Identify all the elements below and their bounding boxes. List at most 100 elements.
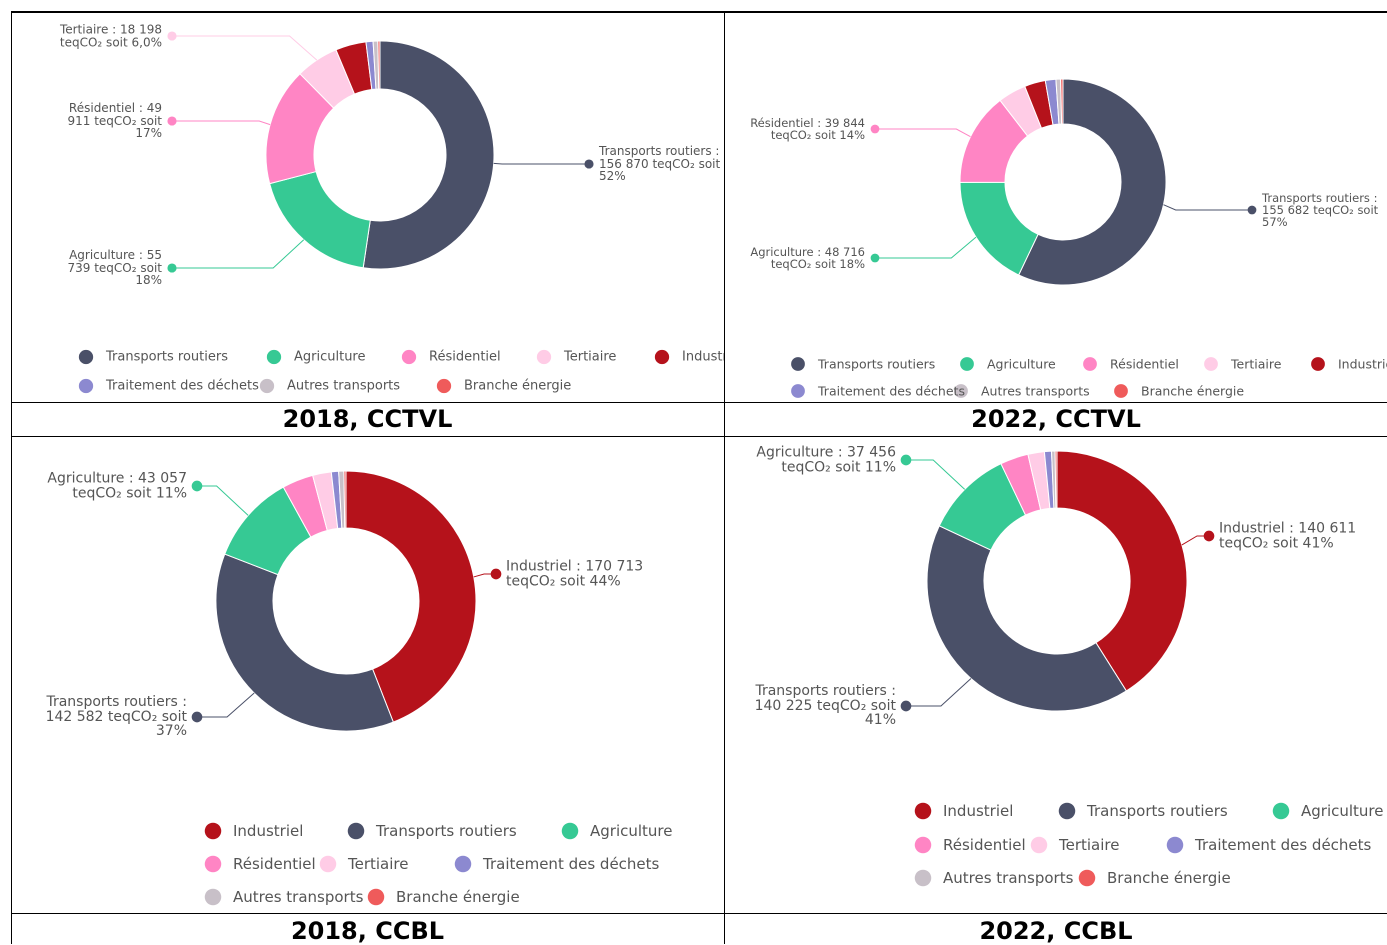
legend-label: Transports routiers <box>376 822 517 840</box>
legend-marker <box>1083 357 1097 371</box>
donut-chart <box>791 78 1325 398</box>
legend-label: Autres transports <box>981 383 1090 399</box>
label-dot <box>870 253 880 263</box>
data-label: Résidentiel : 49 911 teqCO₂ soit 17% <box>67 101 162 141</box>
chart-caption: 2018, CCBL <box>290 917 445 945</box>
donut-slice <box>1054 450 1058 509</box>
leader-line <box>906 678 972 707</box>
donut-slice <box>1060 78 1064 125</box>
legend-marker <box>536 349 552 365</box>
legend-marker <box>1058 802 1076 820</box>
border <box>11 11 12 944</box>
donut-slice <box>1056 450 1188 692</box>
label-dot <box>191 711 203 723</box>
legend-marker <box>204 888 222 906</box>
legend-label: Traitement des déchets <box>483 855 660 873</box>
donut-chart <box>78 31 670 394</box>
data-label: Résidentiel : 39 844 teqCO₂ soit 14% <box>750 115 865 142</box>
border <box>724 11 725 944</box>
donut-slice <box>926 525 1128 712</box>
leader-line <box>906 459 966 490</box>
leader-line <box>493 162 589 165</box>
legend-label: Résidentiel <box>943 836 1026 854</box>
legend-label: Transports routiers <box>818 356 936 372</box>
legend-label: Autres transports <box>287 378 401 394</box>
legend-label: Tertiaire <box>1059 836 1120 854</box>
chart-cell: Transports routiers : 155 682 teqCO₂ soi… <box>725 13 1387 402</box>
donut-slice <box>215 553 394 732</box>
legend-label: Traitement des déchets <box>106 378 259 394</box>
legend-marker <box>259 378 275 394</box>
legend-marker <box>319 855 337 873</box>
leader-line <box>172 120 271 126</box>
leader-line <box>1163 204 1252 211</box>
donut-slice <box>345 470 477 723</box>
donut-slice <box>343 470 347 529</box>
legend-marker <box>791 357 805 371</box>
donut-slice <box>269 170 371 269</box>
leader-line <box>197 692 255 718</box>
donut-slice <box>377 40 381 90</box>
leader-line <box>197 485 249 516</box>
chart-cell: Industriel : 140 611 teqCO₂ soit 41% Tran… <box>725 437 1387 913</box>
legend-marker <box>914 836 932 854</box>
legend-label: Industriel <box>943 802 1014 820</box>
legend-label: Autres transports <box>233 888 364 906</box>
legend-marker <box>1204 357 1218 371</box>
label-dot <box>584 159 594 169</box>
legend-marker <box>561 822 579 840</box>
legend-label: Industriel <box>682 349 724 365</box>
legend-label: Résidentiel <box>233 855 316 873</box>
legend-marker <box>1166 836 1184 854</box>
legend-label: Industrie <box>1338 356 1387 372</box>
legend-marker <box>78 378 94 394</box>
data-label: Transports routiers : 142 582 teqCO₂ soi… <box>45 693 187 740</box>
legend-label: Traitement des déchets <box>1195 836 1372 854</box>
legend-marker <box>367 888 385 906</box>
label-dot <box>167 31 177 41</box>
data-label: Transports routiers : 156 870 teqCO₂ soi… <box>599 144 721 184</box>
chart-caption: 2022, CCBL <box>979 917 1133 945</box>
border <box>11 402 1387 403</box>
data-label: Tertiaire : 18 198 teqCO₂ soit 6,0% <box>59 22 162 49</box>
label-dot <box>490 568 502 580</box>
legend-marker <box>401 349 417 365</box>
label-dot <box>1203 530 1215 542</box>
data-label: Industriel : 140 611 teqCO₂ soit 41% <box>1219 520 1357 551</box>
legend-label: Industriel <box>233 822 304 840</box>
legend-marker <box>954 384 968 398</box>
legend-marker <box>78 349 94 365</box>
legend-marker <box>654 349 670 365</box>
legend-marker <box>204 822 222 840</box>
label-dot <box>870 124 880 134</box>
legend-marker <box>204 855 222 873</box>
donut-chart <box>191 470 579 906</box>
data-label: Agriculture : 37 456 teqCO₂ soit 11% <box>756 444 896 475</box>
legend-marker <box>1078 869 1096 887</box>
legend-label: Transports routiers <box>106 349 228 365</box>
legend-label: Agriculture <box>1301 802 1384 820</box>
label-dot <box>900 454 912 466</box>
legend-marker <box>1114 384 1128 398</box>
donut-slice <box>1018 78 1167 286</box>
data-label: Industriel : 170 713 teqCO₂ soit 44% <box>506 558 644 589</box>
legend-label: Branche énergie <box>1107 869 1231 887</box>
legend-label: Autres transports <box>943 869 1074 887</box>
legend-marker <box>1030 836 1048 854</box>
leader-line <box>875 128 971 138</box>
data-label: Agriculture : 48 716 teqCO₂ soit 18% <box>750 244 865 271</box>
legend-label: Tertiaire <box>1231 356 1282 372</box>
label-dot <box>900 700 912 712</box>
legend-marker <box>914 802 932 820</box>
border <box>11 436 1387 437</box>
legend-marker <box>347 822 365 840</box>
legend-label: Agriculture <box>294 349 366 365</box>
legend-label: Transports routiers <box>1087 802 1228 820</box>
legend-label: Branche énergie <box>396 888 520 906</box>
legend-marker <box>914 869 932 887</box>
chart-cell: Industriel : 170 713 teqCO₂ soit 44% Tran… <box>11 437 724 913</box>
legend-marker <box>454 855 472 873</box>
label-dot <box>167 263 177 273</box>
legend-label: Résidentiel <box>429 349 501 365</box>
data-label: Agriculture : 55 739 teqCO₂ soit 18% <box>67 248 162 288</box>
